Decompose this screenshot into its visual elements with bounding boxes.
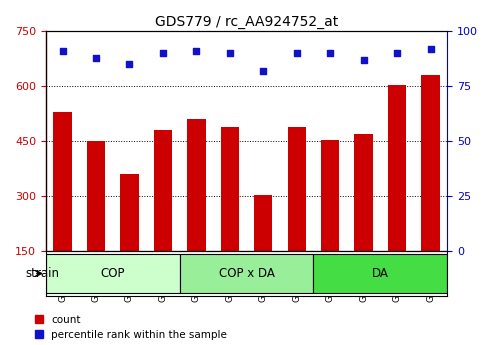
Point	[326, 51, 334, 56]
Text: COP: COP	[101, 267, 125, 280]
Bar	[287, 127, 306, 306]
Title: GDS779 / rc_AA924752_at: GDS779 / rc_AA924752_at	[155, 15, 338, 29]
Bar	[46, 254, 179, 293]
Bar	[314, 254, 447, 293]
Bar	[354, 134, 373, 306]
Point	[192, 48, 200, 54]
Point	[126, 62, 134, 67]
Bar	[154, 130, 172, 306]
Bar	[388, 85, 406, 306]
Text: DA: DA	[372, 267, 389, 280]
Bar	[87, 141, 105, 306]
Bar	[187, 119, 206, 306]
Text: COP x DA: COP x DA	[218, 267, 275, 280]
Bar	[321, 140, 339, 306]
Bar	[179, 254, 314, 293]
Bar	[221, 127, 239, 306]
Bar	[120, 175, 139, 306]
Point	[159, 51, 167, 56]
Text: strain: strain	[26, 267, 60, 280]
Point	[393, 51, 401, 56]
Point	[59, 48, 67, 54]
Point	[226, 51, 234, 56]
Bar	[53, 112, 72, 306]
Point	[426, 46, 434, 52]
Point	[293, 51, 301, 56]
Bar	[254, 195, 273, 306]
Point	[92, 55, 100, 61]
Bar	[422, 76, 440, 306]
Point	[259, 68, 267, 74]
Point	[360, 57, 368, 63]
Legend: count, percentile rank within the sample: count, percentile rank within the sample	[35, 315, 227, 340]
